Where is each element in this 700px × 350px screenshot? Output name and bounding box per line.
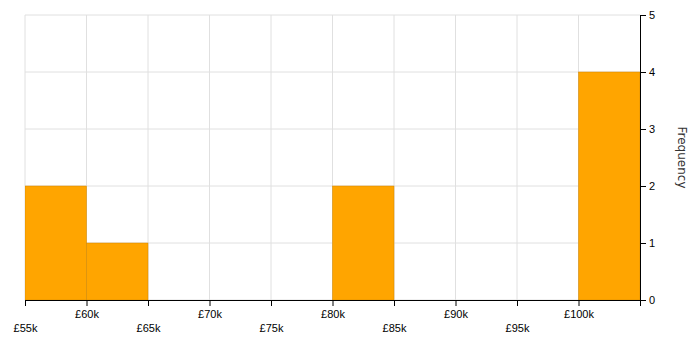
bar: [25, 186, 87, 300]
y-tick-label: 3: [649, 123, 655, 135]
y-tick-label: 2: [649, 180, 655, 192]
x-tick-label: £90k: [444, 308, 468, 320]
x-tick-label: £95k: [506, 322, 530, 334]
bar: [210, 300, 272, 301]
grid: [25, 15, 640, 300]
y-axis: 0 1 2 3 4 5: [640, 9, 655, 306]
y-tick-label: 4: [649, 66, 655, 78]
grid-line-x: [271, 15, 272, 300]
y-tick-mark: [640, 129, 646, 130]
bar: [333, 186, 395, 300]
x-tick-mark: [148, 300, 149, 306]
x-tick: £90k: [444, 300, 468, 320]
x-tick-mark: [517, 300, 518, 306]
y-tick-mark: [640, 186, 646, 187]
bar: [394, 300, 456, 301]
y-tick: 1: [640, 237, 655, 249]
x-tick-label: £70k: [198, 308, 222, 320]
x-tick: £80k: [321, 300, 345, 320]
x-tick-mark: [210, 300, 211, 306]
plot: £55k £60k £65k £70k £75k £80k £85k £90k £95k £100…: [14, 9, 656, 334]
bar: [517, 300, 579, 301]
x-tick-label: £80k: [321, 308, 345, 320]
y-tick: 4: [640, 66, 655, 78]
x-tick-mark: [271, 300, 272, 306]
y-axis-line: [641, 16, 647, 301]
x-tick-mark: [394, 300, 395, 306]
bar: [456, 300, 518, 301]
x-tick: £55k: [14, 300, 38, 334]
grid-line-x: [517, 15, 518, 300]
x-axis: £55k £60k £65k £70k £75k £80k £85k £90k £95k £100…: [14, 300, 641, 334]
x-tick-label: £65k: [137, 322, 161, 334]
x-tick-mark: [87, 300, 88, 306]
y-tick-mark: [640, 300, 646, 301]
x-tick-mark: [333, 300, 334, 306]
y-tick-mark: [640, 243, 646, 244]
x-tick-mark: [456, 300, 457, 306]
y-tick: 2: [640, 180, 655, 192]
x-tick: £85k: [383, 300, 407, 334]
y-tick-mark: [640, 15, 646, 16]
x-tick: £100k: [564, 300, 594, 320]
x-tick: £65k: [137, 300, 161, 334]
x-tick-label: £60k: [75, 308, 99, 320]
x-tick: £95k: [506, 300, 530, 334]
bar: [271, 300, 333, 301]
x-tick: £75k: [260, 300, 284, 334]
x-tick-label: £55k: [14, 322, 38, 334]
y-tick: 0: [640, 294, 655, 306]
y-tick-label: 1: [649, 237, 655, 249]
x-tick: £70k: [198, 300, 222, 320]
y-tick-label: 0: [649, 294, 655, 306]
bars: [25, 72, 640, 300]
x-tick-label: £100k: [564, 308, 594, 320]
grid-line-x: [455, 15, 456, 300]
x-tick-mark: [579, 300, 580, 306]
y-tick: 3: [640, 123, 655, 135]
y-tick-label: 5: [649, 9, 655, 21]
bar: [87, 243, 149, 300]
chart: £55k £60k £65k £70k £75k £80k £85k £90k £95k £100…: [0, 0, 700, 350]
bar: [148, 300, 210, 301]
y-tick-mark: [640, 72, 646, 73]
x-tick-mark: [25, 300, 26, 306]
y-axis-title: Frequency: [675, 127, 689, 189]
x-tick-label: £75k: [260, 322, 284, 334]
y-tick: 5: [640, 9, 655, 21]
grid-line-x: [209, 15, 210, 300]
x-tick: £60k: [75, 300, 99, 320]
x-axis-line: [26, 301, 641, 307]
x-tick-label: £85k: [383, 322, 407, 334]
bar: [579, 72, 641, 300]
